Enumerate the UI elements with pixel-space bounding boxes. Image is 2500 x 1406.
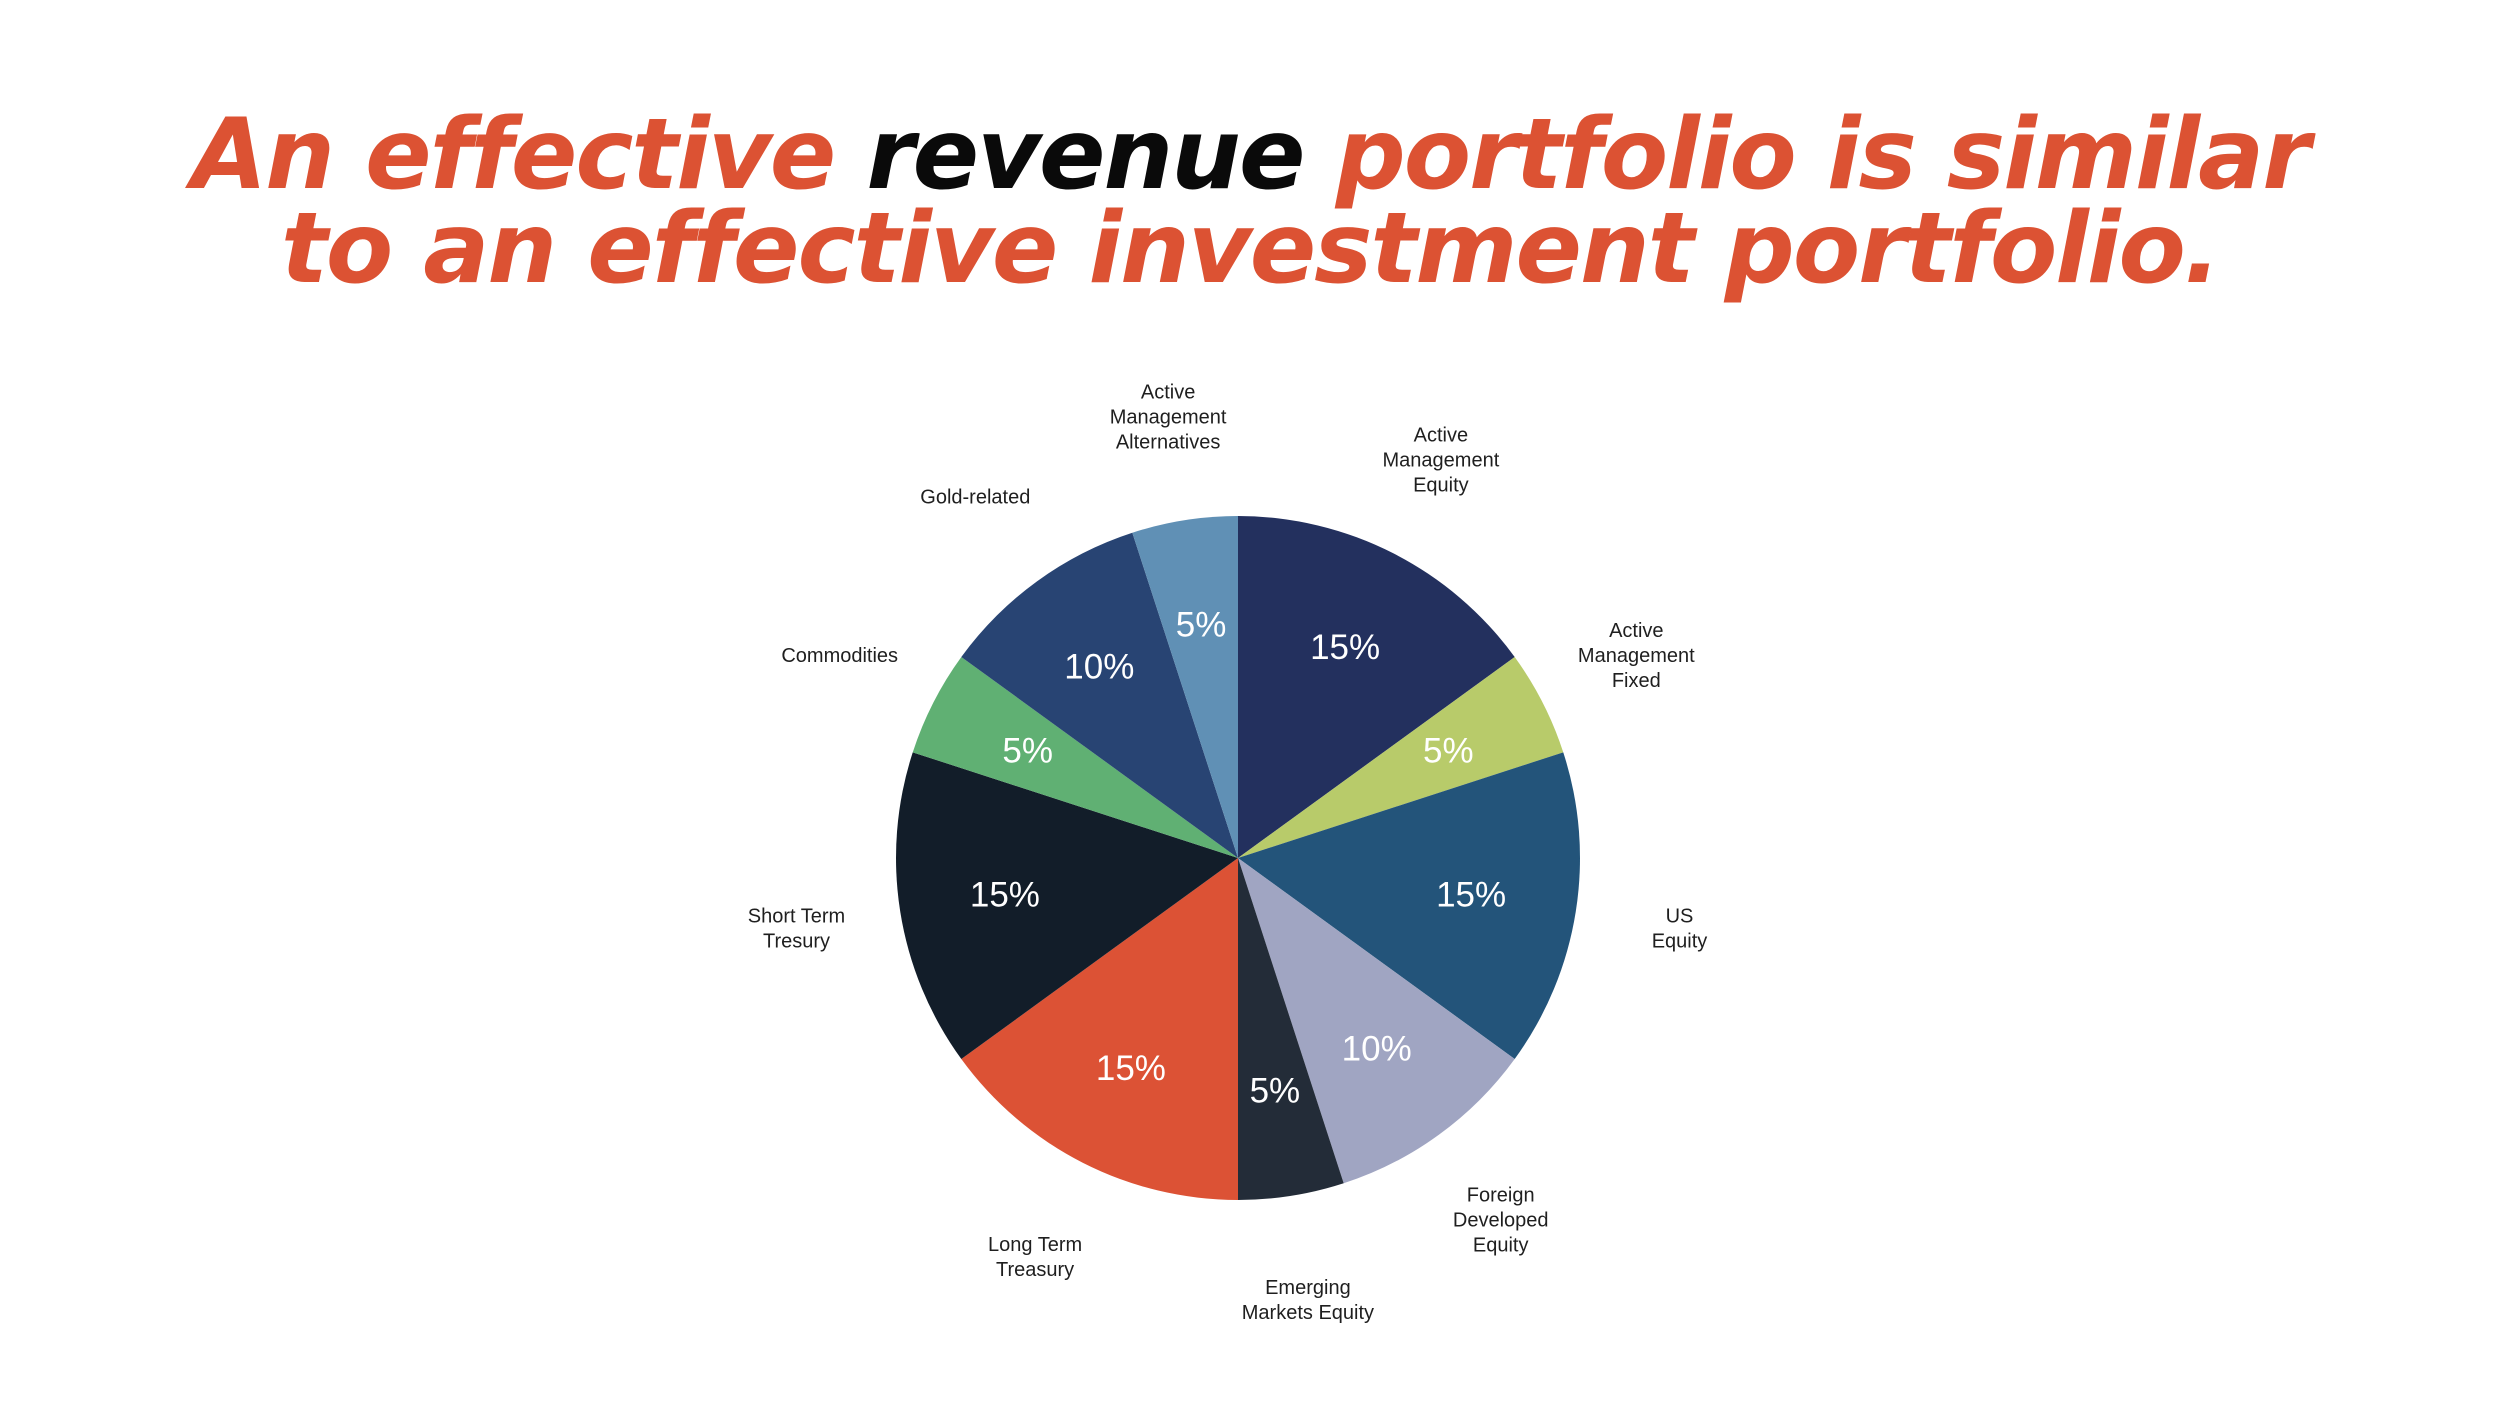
pie-category-label-line: Equity <box>1473 1235 1529 1257</box>
pie-category-label-foreign-developed-equity: Foreign Developed Equity <box>1453 1185 1549 1257</box>
pie-category-label-line: Active <box>1414 425 1468 447</box>
pie-value-label-active-management-equity: 15% <box>1310 628 1380 667</box>
pie-category-label-line: Equity <box>1413 475 1469 497</box>
pie-category-label-line: Equity <box>1652 930 1708 952</box>
pie-category-label-line: US <box>1666 905 1694 927</box>
pie-slice-active-management-alternatives <box>1132 516 1238 858</box>
pie-slice-foreign-developed-equity <box>1238 858 1515 1184</box>
title-line-2: to an effective investment portfolio. <box>280 192 2221 306</box>
pie-category-label-line: Active <box>1609 620 1663 642</box>
title-highlight-word: revenue <box>866 98 1305 212</box>
pie-category-label-line: Emerging <box>1265 1277 1351 1299</box>
pie-category-label-line: Management <box>1110 407 1227 429</box>
pie-slice-long-term-treasury <box>961 858 1238 1200</box>
pie-value-label-active-management-fixed: 5% <box>1423 731 1474 770</box>
pie-value-label-us-equity: 15% <box>1436 875 1506 914</box>
pie-category-label-line: Treasury <box>996 1259 1074 1281</box>
pie-slice-active-management-equity <box>1238 516 1515 858</box>
pie-value-label-gold-related: 10% <box>1064 648 1134 687</box>
title-text-part-2: portfolio is similar <box>1303 98 2311 212</box>
pie-value-labels: 15% 5% 15% 10% 5% 15% 15% 5% 10% 5% <box>970 605 1506 1110</box>
pie-category-labels: Active Management Equity Active Management Fi… <box>748 382 1708 1325</box>
pie-category-label-line: Long Term <box>988 1234 1082 1256</box>
pie-category-label-line: Alternatives <box>1116 432 1221 454</box>
pie-category-label-line: Fixed <box>1612 670 1661 692</box>
pie-category-label-long-term-treasury: Long Term Treasury <box>988 1234 1082 1281</box>
pie-category-label-emerging-markets-equity: Emerging Markets Equity <box>1242 1277 1374 1324</box>
pie-value-label-short-term-tresury: 15% <box>970 875 1040 914</box>
pie-value-label-foreign-developed-equity: 10% <box>1342 1029 1412 1068</box>
pie-category-label-line: Markets Equity <box>1242 1302 1374 1324</box>
pie-slice-commodities <box>912 656 1238 858</box>
pie-category-label-us-equity: US Equity <box>1652 905 1708 952</box>
pie-category-label-active-management-fixed: Active Management Fixed <box>1578 620 1695 692</box>
pie-value-label-active-management-alternatives: 5% <box>1176 605 1227 644</box>
pie-category-label-active-management-alternatives: Active Management Alternatives <box>1110 382 1227 454</box>
pie-slices <box>896 516 1580 1200</box>
pie-value-label-long-term-treasury: 15% <box>1096 1049 1166 1088</box>
pie-slice-active-management-fixed <box>1238 656 1564 858</box>
pie-slice-us-equity <box>1238 752 1580 1060</box>
pie-value-label-emerging-markets-equity: 5% <box>1250 1072 1301 1111</box>
pie-slice-emerging-markets-equity <box>1238 858 1344 1200</box>
pie-category-label-line: Tresury <box>763 930 830 952</box>
pie-category-label-line: Commodities <box>781 645 898 667</box>
pie-category-label-line: Foreign <box>1467 1185 1535 1207</box>
pie-category-label-line: Short Term <box>748 905 845 927</box>
pie-category-label-line: Management <box>1383 450 1500 472</box>
pie-category-label-line: Management <box>1578 645 1695 667</box>
pie-slice-gold-related <box>961 532 1238 858</box>
pie-category-label-line: Gold-related <box>920 486 1030 508</box>
title-line-1: An effective revenue portfolio is simila… <box>0 106 2500 204</box>
slide-title: An effective revenue portfolio is simila… <box>0 106 2500 306</box>
pie-category-label-line: Developed <box>1453 1210 1549 1232</box>
title-text-part-1: An effective <box>191 98 867 212</box>
pie-category-label-line: Active <box>1141 382 1195 404</box>
pie-category-label-active-management-equity: Active Management Equity <box>1383 425 1500 497</box>
pie-category-label-gold-related: Gold-related <box>920 486 1030 508</box>
pie-category-label-commodities: Commodities <box>781 645 898 667</box>
pie-category-label-short-term-tresury: Short Term Tresury <box>748 905 845 952</box>
pie-value-label-commodities: 5% <box>1002 731 1053 770</box>
pie-slice-short-term-tresury <box>896 752 1238 1060</box>
